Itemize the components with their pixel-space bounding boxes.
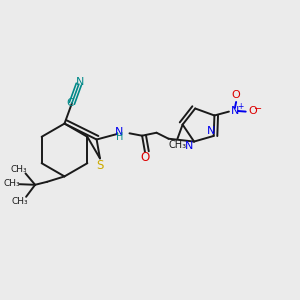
Text: O: O bbox=[140, 151, 150, 164]
Text: C: C bbox=[67, 98, 74, 108]
Text: S: S bbox=[96, 159, 104, 172]
Text: O: O bbox=[248, 106, 257, 116]
Text: O: O bbox=[232, 90, 241, 100]
Text: H: H bbox=[116, 132, 124, 142]
Text: N: N bbox=[206, 126, 215, 136]
Text: +: + bbox=[237, 102, 244, 111]
Text: N: N bbox=[231, 106, 239, 116]
Text: N: N bbox=[115, 127, 124, 136]
Text: CH₃: CH₃ bbox=[4, 179, 20, 188]
Text: N: N bbox=[76, 77, 85, 87]
Text: CH₃: CH₃ bbox=[168, 140, 187, 150]
Text: N: N bbox=[185, 141, 194, 151]
Text: CH₃: CH₃ bbox=[11, 197, 28, 206]
Text: CH₃: CH₃ bbox=[11, 165, 27, 174]
Text: −: − bbox=[254, 103, 262, 114]
